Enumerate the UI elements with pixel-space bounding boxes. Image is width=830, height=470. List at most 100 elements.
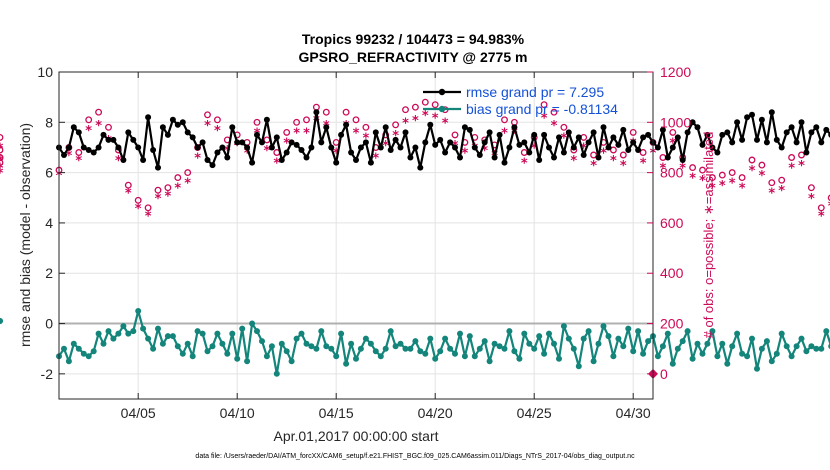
rmse-point (590, 129, 597, 136)
bias-point (397, 340, 404, 347)
rmse-point (674, 134, 681, 141)
assimilated-marker: * (353, 126, 360, 141)
bias-point (595, 340, 602, 347)
bias-point (511, 348, 518, 355)
bias-point (486, 358, 493, 365)
rmse-point (664, 154, 671, 161)
rmse-point (412, 144, 419, 151)
bias-point (491, 340, 498, 347)
possible-marker (322, 108, 330, 116)
y-right-tick-label: 1000 (660, 114, 691, 130)
assimilated-marker: * (214, 124, 221, 139)
bias-point (605, 333, 612, 340)
rmse-point (273, 134, 280, 141)
assimilated-marker: * (0, 162, 4, 177)
possible-marker (738, 174, 746, 182)
bias-point (283, 348, 290, 355)
rmse-point (234, 139, 241, 146)
rmse-point (189, 134, 196, 141)
assimilated-marker: * (739, 182, 746, 197)
rmse-point (506, 144, 513, 151)
bias-point (259, 338, 265, 345)
rmse-point (328, 144, 335, 151)
assimilated-marker: * (115, 154, 122, 169)
bias-point (268, 343, 275, 350)
assimilated-marker: * (749, 164, 756, 179)
bias-point (541, 350, 548, 357)
possible-marker (0, 146, 4, 154)
rmse-point (105, 136, 112, 143)
rmse-point (179, 119, 186, 126)
bias-point (476, 345, 483, 352)
assimilated-marker: * (511, 126, 518, 141)
rmse-point (209, 162, 216, 169)
bias-point (179, 350, 186, 357)
rmse-point (565, 129, 572, 136)
rmse-point (768, 109, 775, 116)
bias-point (174, 343, 181, 350)
bias-point (630, 348, 637, 355)
rmse-point (536, 157, 543, 163)
assimilated-marker: * (392, 129, 399, 144)
possible-marker (689, 164, 697, 172)
assimilated-marker: * (75, 154, 82, 169)
bias-point (61, 345, 67, 352)
y-right-tick-label: 600 (660, 215, 684, 231)
bias-point (199, 330, 206, 337)
bias-point (145, 335, 152, 342)
rmse-point (219, 144, 226, 151)
bias-point (709, 328, 716, 335)
bias-point (288, 358, 295, 365)
rmse-point (150, 147, 157, 153)
rmse-point (773, 136, 780, 143)
possible-marker (362, 123, 370, 131)
rmse-point (560, 149, 567, 156)
possible-marker (728, 169, 736, 177)
bias-point (808, 343, 815, 350)
rmse-point (140, 157, 147, 163)
rmse-point (452, 144, 458, 151)
bias-point (669, 360, 676, 367)
bias-point (189, 353, 196, 360)
possible-marker (303, 116, 310, 124)
assimilated-marker: * (0, 154, 4, 169)
rmse-point (204, 157, 211, 163)
rmse-point (575, 134, 582, 141)
bias-point (209, 343, 216, 350)
x-tick-label: 04/10 (220, 405, 255, 421)
possible-marker (798, 151, 805, 159)
bias-point (704, 340, 711, 347)
assimilated-marker: * (679, 162, 686, 177)
bias-point (590, 358, 597, 365)
rmse-point (447, 139, 454, 146)
rmse-point (714, 149, 721, 156)
possible-marker (451, 131, 459, 139)
assimilated-marker: * (481, 144, 488, 159)
bias-point (818, 345, 825, 352)
rmse-point (630, 139, 637, 146)
rmse-point (184, 129, 191, 136)
bias-point (749, 335, 755, 342)
bias-point (546, 330, 552, 337)
rmse-point (541, 131, 548, 138)
rmse-point (283, 149, 290, 156)
bias-point (0, 318, 3, 324)
rmse-point (684, 129, 691, 136)
possible-marker (817, 204, 825, 212)
bias-point (125, 330, 132, 337)
y-right-tick-label: 1200 (660, 64, 691, 80)
rmse-point (85, 147, 92, 153)
legend-rmse-label: rmse grand pr = 7.295 (466, 84, 604, 100)
bias-point (521, 330, 528, 337)
bias-point (150, 345, 157, 352)
bias-point (298, 330, 305, 337)
bias-point (273, 370, 280, 377)
rmse-point (224, 154, 231, 161)
x-axis-label: Apr.01,2017 00:00:00 start (273, 428, 438, 444)
bias-point (565, 335, 572, 342)
possible-marker (708, 174, 716, 182)
bias-point (278, 340, 285, 347)
x-tick-label: 04/20 (418, 405, 453, 421)
y-right-tick-label: 400 (660, 265, 684, 281)
assimilated-marker: * (362, 131, 369, 146)
